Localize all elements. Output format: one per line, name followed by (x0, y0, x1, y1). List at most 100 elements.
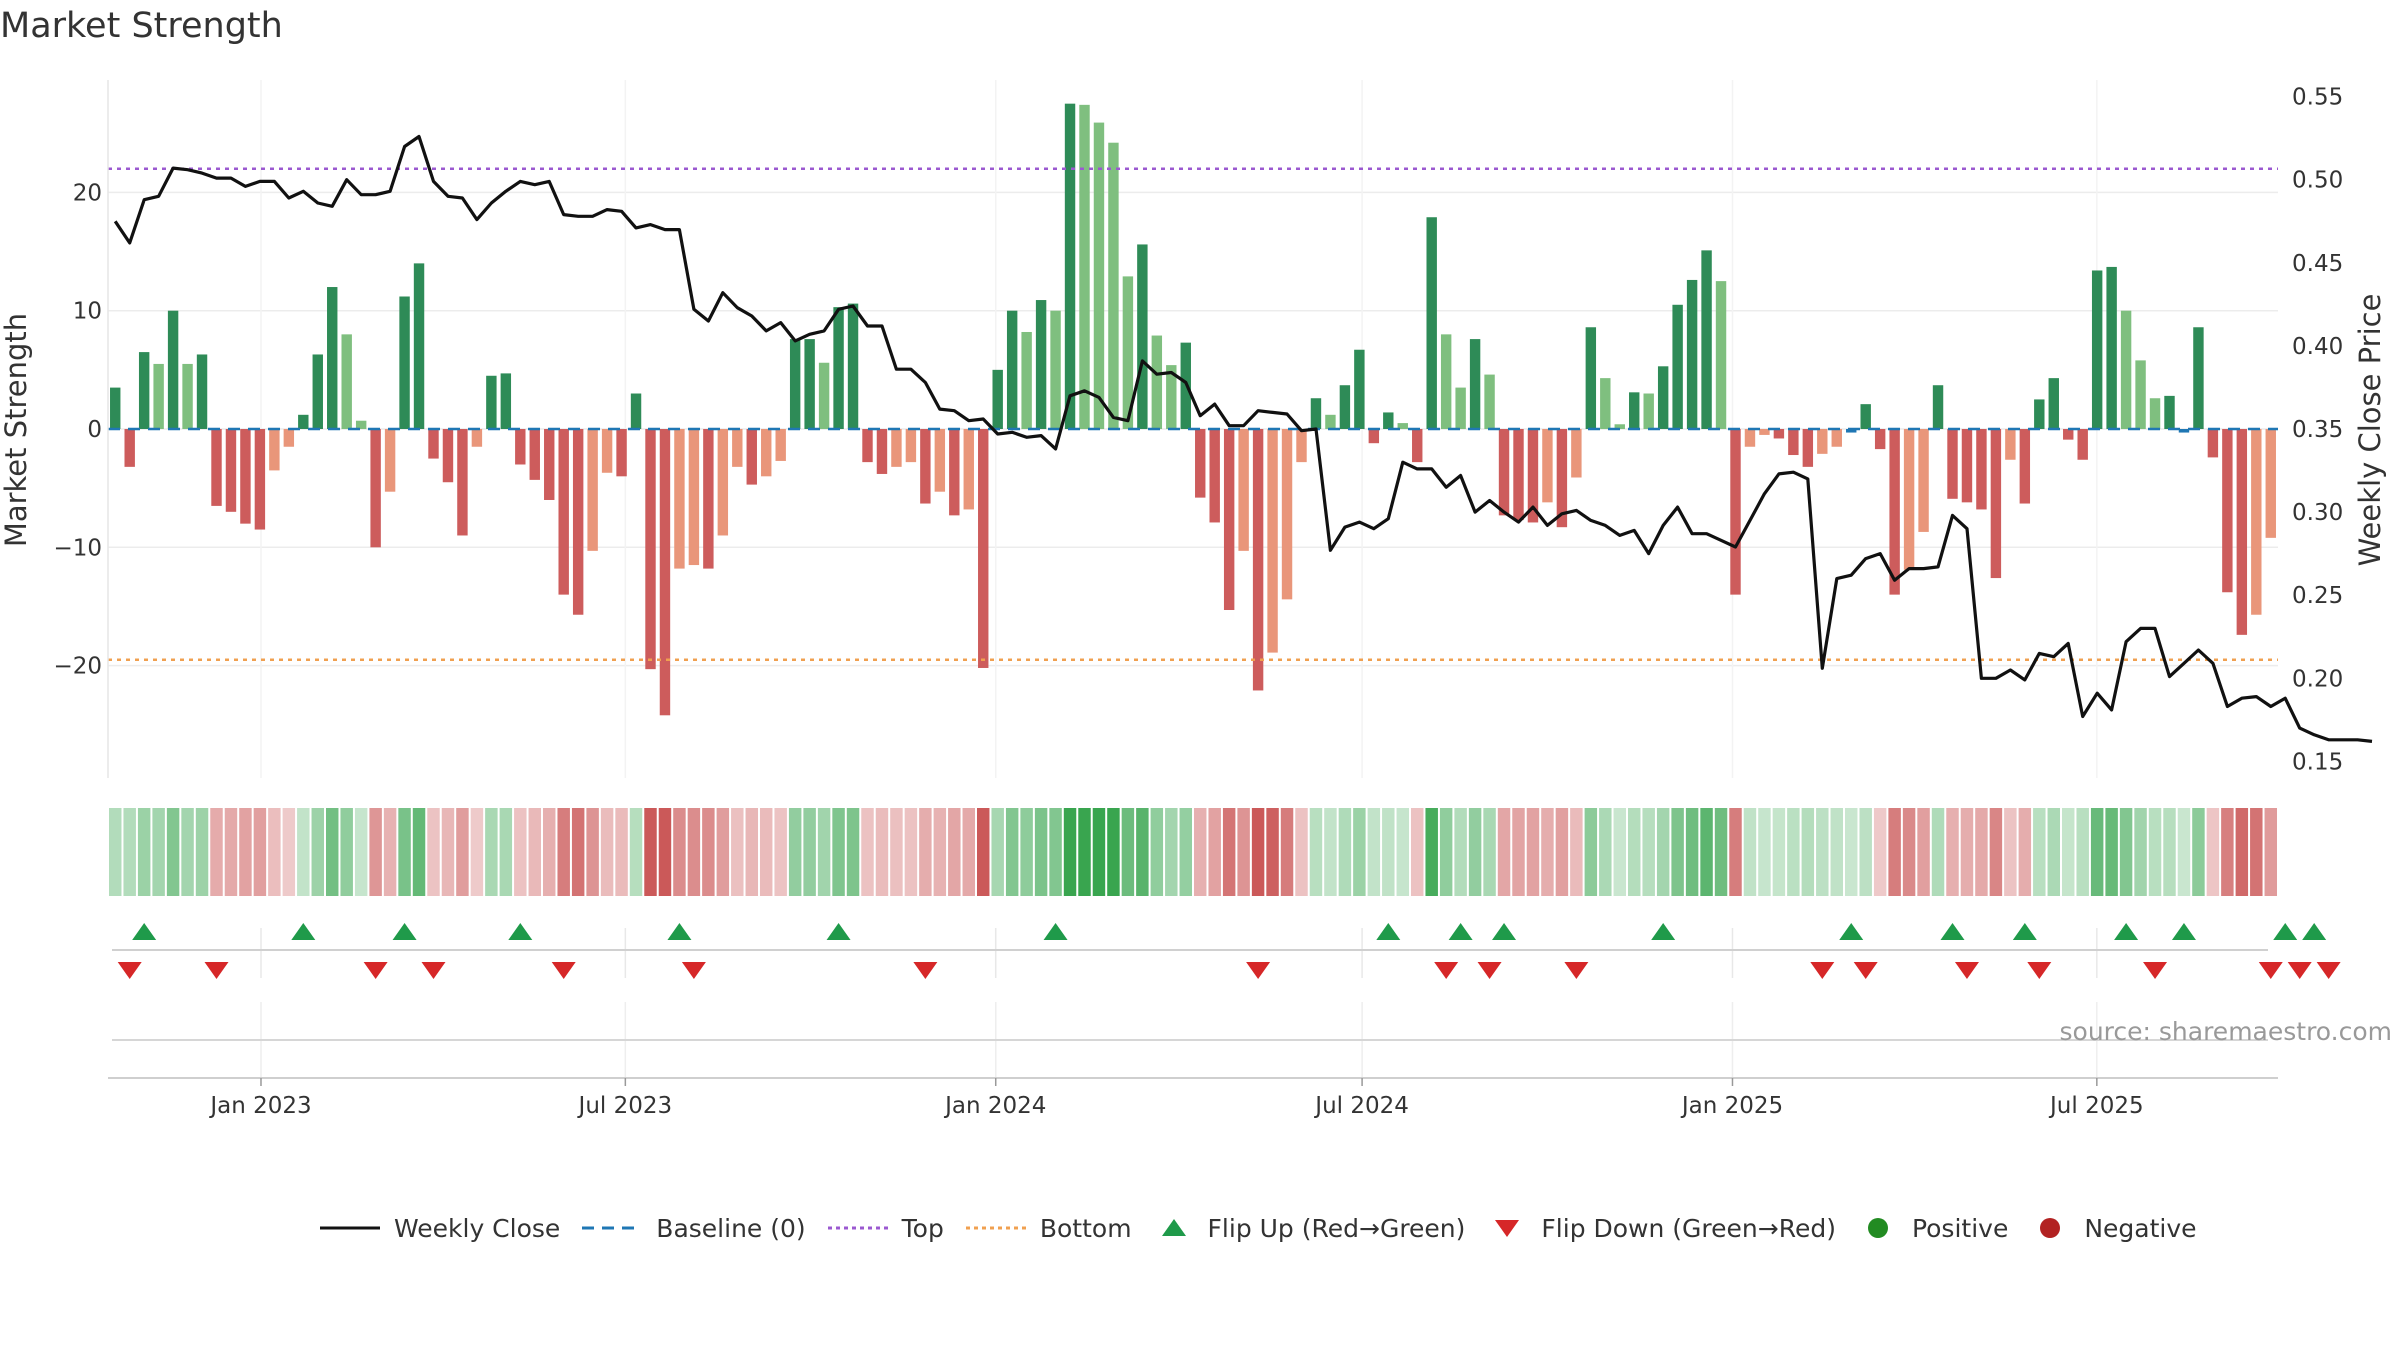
regime-cell (1873, 808, 1887, 896)
strength-bar-positive (1701, 250, 1712, 429)
strength-bar-negative (934, 429, 946, 492)
legend-dot-swatch (827, 1226, 888, 1230)
strength-bar-positive (1093, 122, 1105, 429)
regime-cell (774, 808, 787, 896)
strength-bar-positive (1657, 366, 1669, 429)
regime-cell (2264, 808, 2277, 896)
y2-tick-label: 0.15 (2292, 749, 2343, 775)
regime-cell (2221, 808, 2234, 896)
y2-tick-label: 0.25 (2292, 583, 2343, 609)
regime-cell (977, 808, 990, 896)
regime-cell (1165, 808, 1178, 896)
strength-bar-positive (1137, 244, 1148, 429)
y-axis-title: Market Strength (0, 313, 33, 547)
strength-bar-negative (1267, 429, 1278, 653)
strength-bar-positive (2135, 360, 2146, 429)
strength-bar-negative (1195, 429, 1206, 498)
legend-item-positive[interactable]: Positive (1858, 1214, 2008, 1243)
flip-up-marker (1651, 923, 1676, 940)
regime-cell (1049, 808, 1062, 896)
strength-bar-negative (674, 429, 685, 569)
strength-bar-negative (862, 429, 873, 463)
regime-cell (2192, 808, 2205, 896)
regime-cell (586, 808, 599, 896)
strength-bar-negative (1513, 429, 1524, 521)
strength-bar-negative (1889, 429, 1900, 595)
flip-up-marker (291, 923, 316, 940)
circle-icon (2040, 1218, 2061, 1238)
strength-bar-positive (1021, 331, 1032, 429)
strength-bar-negative (370, 429, 381, 548)
regime-cell (1541, 808, 1554, 896)
legend-item-baseline[interactable]: Baseline (0) (582, 1214, 806, 1243)
strength-bar-negative (905, 429, 917, 463)
y2-tick-label: 0.35 (2292, 417, 2343, 443)
regime-cell (2004, 808, 2017, 896)
legend-item-bottom[interactable]: Bottom (965, 1214, 1132, 1243)
strength-bar-positive (1440, 334, 1452, 429)
regime-cell (1194, 808, 1207, 896)
flip-down-marker (1810, 962, 1835, 979)
regime-cell (441, 808, 455, 896)
strength-bar-negative (1368, 429, 1380, 444)
regime-cell (832, 808, 845, 896)
regime-cell (1642, 808, 1655, 896)
regime-cell (1382, 808, 1395, 896)
regime-cell (644, 808, 657, 896)
regime-cell (1309, 808, 1323, 896)
strength-bar-negative (703, 429, 714, 569)
triangle-up-icon (1161, 1219, 1186, 1236)
regime-cell (1063, 808, 1077, 896)
regime-cell (861, 808, 874, 896)
regime-cell (817, 808, 831, 896)
regime-cell (1179, 808, 1192, 896)
strength-bar-positive (1426, 217, 1437, 429)
regime-cell (2119, 808, 2133, 896)
regime-cell (991, 808, 1004, 896)
regime-cell (1136, 808, 1149, 896)
strength-bar-positive (2034, 399, 2045, 429)
regime-cell (1946, 808, 1959, 896)
legend-item-flip-down[interactable]: Flip Down (Green→Red) (1487, 1214, 1836, 1243)
regime-strip (109, 808, 2277, 896)
regime-cell (788, 808, 802, 896)
regime-cell (1816, 808, 1829, 896)
flip-up-marker (2171, 923, 2196, 940)
strength-bar-negative (732, 429, 743, 467)
legend-label: Positive (1911, 1213, 2009, 1243)
flip-down-marker (2027, 962, 2052, 979)
strength-bar-negative (601, 429, 613, 473)
regime-cell (383, 808, 397, 896)
regime-cell (658, 808, 672, 896)
regime-cell (1512, 808, 1525, 896)
strength-bar-positive (2120, 310, 2132, 429)
strength-bar-negative (1802, 429, 1814, 467)
strength-bar-positive (2164, 395, 2175, 429)
strength-bar-negative (1556, 429, 1568, 528)
flip-down-marker (1564, 962, 1589, 979)
regime-cell (571, 808, 585, 896)
regime-cell (1266, 808, 1279, 896)
flip-down-marker (421, 962, 446, 979)
legend-item-negative[interactable]: Negative (2030, 1214, 2197, 1243)
regime-cell (224, 808, 238, 896)
strength-bar-negative (1918, 429, 1929, 532)
regime-cell (2062, 808, 2075, 896)
strength-bar-negative (515, 429, 526, 465)
bottom-panel: Jan 2023 Jul 2023 Jan 2024 Jul 2024 Jan 2025… (108, 1002, 2278, 1119)
regime-cell (1353, 808, 1366, 896)
legend-item-close[interactable]: Weekly Close (320, 1214, 560, 1243)
y-tick-label: −10 (53, 535, 102, 561)
strength-bar-negative (572, 429, 584, 615)
regime-cell (253, 808, 267, 896)
y-tick-label: 10 (73, 299, 102, 325)
legend-item-flip-up[interactable]: Flip Up (Red→Green) (1154, 1214, 1465, 1243)
x-tick-label: Jan 2023 (208, 1093, 311, 1119)
axes-layer: −20 −10 0 10 20 0.15 0.20 0.25 0.30 0.35 0.40 0.45 0… (53, 80, 2343, 778)
y2-tick-label: 0.20 (2292, 666, 2343, 692)
regime-cell (1150, 808, 1164, 896)
strength-bar-positive (1325, 414, 1336, 429)
strength-bar-negative (2178, 429, 2190, 433)
x-tick-label: Jul 2024 (1313, 1093, 1409, 1119)
legend-item-top[interactable]: Top (827, 1214, 944, 1243)
